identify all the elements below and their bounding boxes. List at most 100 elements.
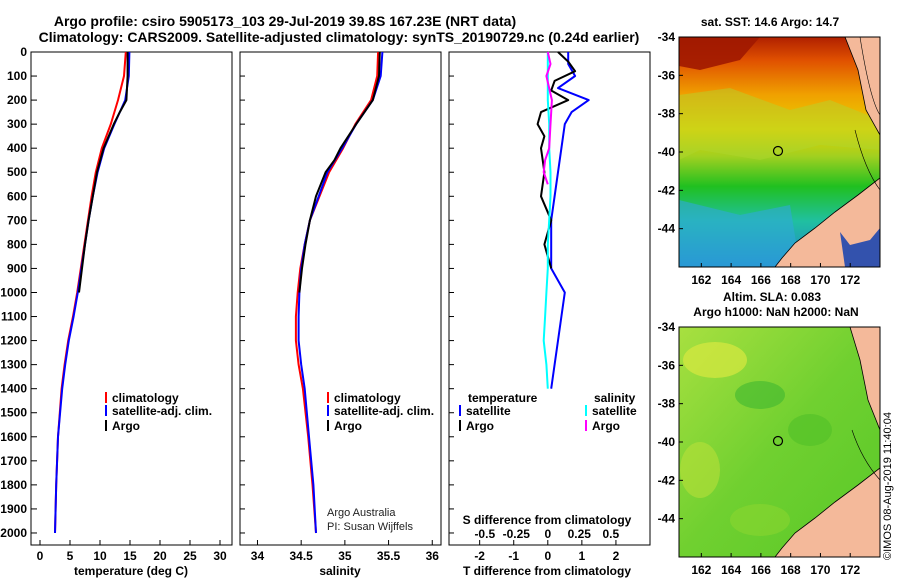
longitude-tick-label: 166 — [751, 563, 771, 577]
depth-tick-label: 500 — [7, 165, 27, 179]
legend-climatology-label: climatology — [334, 391, 401, 405]
longitude-tick-label: 166 — [751, 273, 771, 287]
longitude-tick-label: 168 — [781, 273, 801, 287]
depth-ticks: 0 100 200 300 400 500 600 700 800 900 1000 1100 1200… — [0, 45, 454, 540]
latitude-tick-label: -44 — [658, 512, 676, 526]
salinity-tick-label: 36 — [426, 549, 440, 563]
depth-tick-label: 1300 — [0, 358, 27, 372]
climatology-line — [294, 51, 380, 534]
legend-s-satellite-label: satellite — [592, 404, 637, 418]
legend-temperature-heading: temperature — [468, 391, 538, 405]
t-difference-tick-label: 1 — [579, 549, 586, 563]
depth-tick-label: 300 — [7, 117, 27, 131]
salinity-series — [294, 51, 384, 534]
sla-low-patch — [788, 414, 832, 446]
depth-tick-label: 800 — [7, 237, 27, 251]
legend-argo-label: Argo — [334, 419, 362, 433]
longitude-tick-label: 164 — [721, 563, 741, 577]
latitude-tick-label: -42 — [658, 183, 676, 197]
salinity-xlabel: salinity — [319, 564, 361, 578]
sst-map-title: sat. SST: 14.6 Argo: 14.7 — [701, 15, 840, 29]
t-difference-tick-label: -2 — [474, 549, 485, 563]
legend-satellite-label: satellite-adj. clim. — [112, 404, 212, 418]
depth-tick-label: 0 — [20, 45, 27, 59]
depth-tick-label: 2000 — [0, 526, 27, 540]
latitude-tick-label: -42 — [658, 473, 676, 487]
temperature-legend: climatology satellite-adj. clim. Argo — [105, 391, 212, 433]
temperature-panel: 0100200300400500600700800900100011001200… — [0, 45, 454, 578]
depth-tick-label: 100 — [7, 69, 27, 83]
latitude-tick-label: -36 — [658, 68, 676, 82]
t-argo-line — [536, 51, 577, 269]
s-satellite-line — [542, 52, 552, 389]
depth-tick-label: 400 — [7, 141, 27, 155]
longitude-tick-label: 162 — [691, 273, 711, 287]
sst-map: sat. SST: 14.6 Argo: 14.7 162 164 166 168 17… — [658, 15, 881, 287]
salinity-tick-label: 34.5 — [289, 549, 313, 563]
temperature-tick-label: 5 — [67, 549, 74, 563]
s-difference-tick-label: -0.5 — [474, 527, 495, 541]
legend-satellite-label: satellite-adj. clim. — [334, 404, 434, 418]
sla-map-title-1: Altim. SLA: 0.083 — [723, 290, 821, 304]
salinity-tick-label: 34 — [251, 549, 265, 563]
temperature-series — [54, 51, 131, 534]
temperature-tick-label: 20 — [153, 549, 167, 563]
temperature-tick-label: 0 — [37, 549, 44, 563]
difference-series — [536, 51, 590, 389]
legend-t-satellite-label: satellite — [466, 404, 511, 418]
latitude-tick-label: -40 — [658, 145, 676, 159]
longitude-tick-label: 164 — [721, 273, 741, 287]
s-argo-line — [542, 51, 553, 185]
s-difference-tick-label: 0.25 — [568, 527, 592, 541]
depth-tick-label: 1600 — [0, 430, 27, 444]
australia-coast-land — [844, 37, 880, 136]
pi-note: PI: Susan Wijffels — [327, 521, 413, 533]
longitude-tick-label: 172 — [840, 273, 860, 287]
argo-line — [78, 52, 129, 293]
t-difference-ticks: -2 -1 0 1 2 — [474, 540, 620, 563]
imos-credit: ©IMOS 08-Aug-2019 11:40:04 — [882, 412, 894, 560]
legend-s-argo-label: Argo — [592, 419, 620, 433]
satellite-adj-clim--line — [54, 51, 131, 534]
temperature-xlabel: temperature (deg C) — [74, 564, 188, 578]
t-difference-tick-label: 2 — [613, 549, 620, 563]
longitude-tick-label: 170 — [810, 563, 830, 577]
s-difference-tick-label: 0 — [544, 527, 551, 541]
longitude-tick-label: 170 — [810, 273, 830, 287]
t-difference-tick-label: -1 — [508, 549, 519, 563]
longitude-tick-label: 162 — [691, 563, 711, 577]
temperature-tick-label: 30 — [213, 549, 227, 563]
salinity-tick-label: 35 — [338, 549, 352, 563]
legend-argo-label: Argo — [112, 419, 140, 433]
depth-tick-label: 1500 — [0, 406, 27, 420]
depth-tick-label: 600 — [7, 189, 27, 203]
argo-australia-note: Argo Australia — [327, 507, 396, 519]
temperature-ticks: 0 5 10 15 20 25 30 — [37, 540, 227, 563]
title-line-2: Climatology: CARS2009. Satellite-adjuste… — [39, 29, 640, 45]
s-difference-tick-label: -0.25 — [503, 527, 531, 541]
argo-location-marker — [772, 145, 784, 157]
depth-tick-label: 1900 — [0, 502, 27, 516]
difference-panel: -2 -1 0 1 2 temperature satellite Argo salin… — [448, 51, 651, 578]
sla-patch — [730, 504, 790, 536]
legend-salinity-heading: salinity — [594, 391, 636, 405]
latitude-tick-label: -36 — [658, 358, 676, 372]
t-difference-xlabel: T difference from climatology — [463, 564, 631, 578]
sla-high-patch — [680, 442, 720, 498]
bathymetry-contour — [859, 37, 880, 116]
latitude-tick-label: -40 — [658, 435, 676, 449]
t-satellite-line — [550, 52, 590, 389]
s-difference-tick-label: 0.5 — [602, 527, 619, 541]
latitude-tick-label: -34 — [658, 320, 676, 334]
depth-tick-label: 1400 — [0, 382, 27, 396]
depth-tick-label: 1800 — [0, 478, 27, 492]
longitude-tick-label: 172 — [840, 563, 860, 577]
depth-tick-label: 200 — [7, 93, 27, 107]
satellite-adj-clim--line — [297, 51, 384, 534]
sst-warm-patch — [679, 37, 760, 70]
t-difference-tick-label: 0 — [544, 549, 551, 563]
sla-map: Altim. SLA: 0.083 Argo h1000: NaN h2000:… — [658, 290, 881, 577]
australia-coast-land — [849, 327, 880, 431]
s-difference-xlabel: S difference from climatology — [463, 513, 632, 527]
